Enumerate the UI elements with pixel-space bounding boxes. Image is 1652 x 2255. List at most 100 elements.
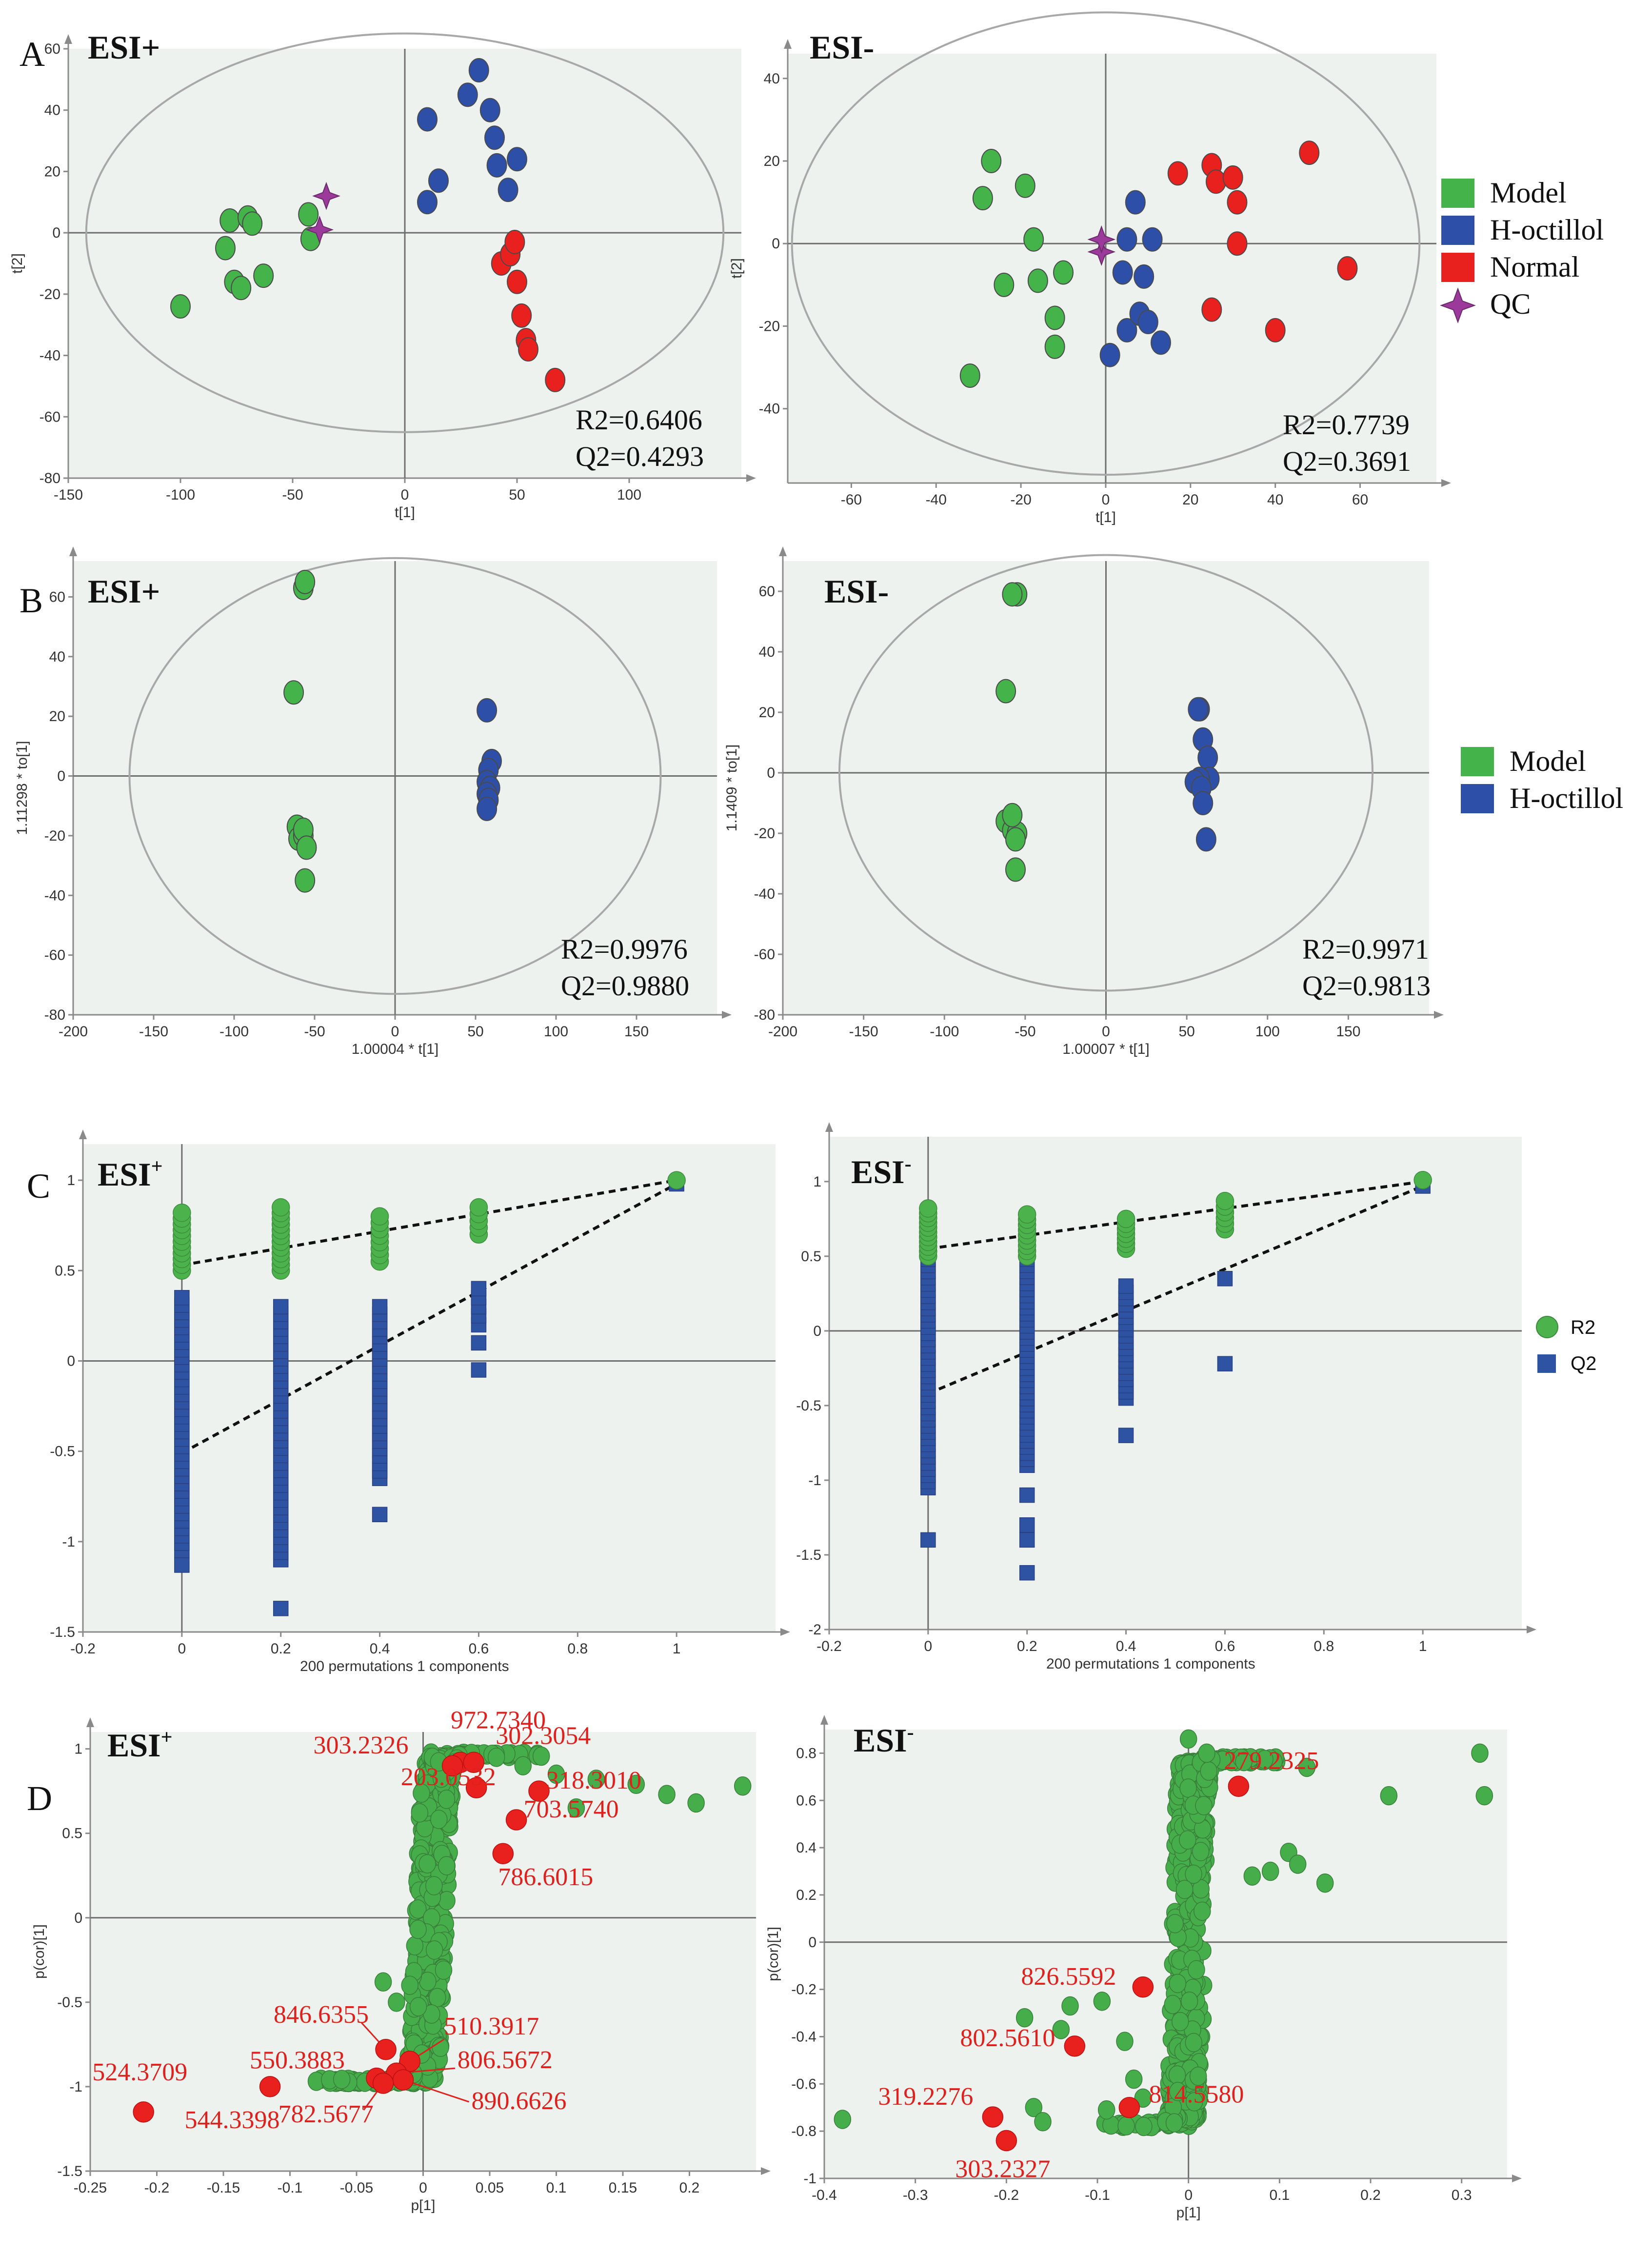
data-point-model [1023, 227, 1044, 252]
y-axis-label: p(cor)[1] [31, 1924, 47, 1979]
metabolite-label: 303.2327 [955, 2155, 1050, 2183]
legend-label: Normal [1490, 251, 1579, 283]
variable-point [1164, 1994, 1182, 2014]
variable-point [587, 1770, 605, 1789]
highlighted-metabolite [505, 1809, 527, 1831]
data-point-normal [1227, 190, 1248, 215]
data-point-h-octillol [484, 125, 505, 150]
variable-point [430, 1810, 448, 1829]
x-tick-label: -150 [54, 487, 83, 503]
variable-point [388, 1993, 405, 2012]
x-axis-label: p[1] [411, 2197, 435, 2214]
y-tick-label: -40 [44, 887, 65, 904]
variable-point [418, 1854, 436, 1873]
q2-point [273, 1601, 289, 1616]
y-tick-label: -0.2 [791, 1982, 816, 1998]
variable-point [1475, 1786, 1493, 1806]
variable-point [1243, 1866, 1261, 1886]
highlighted-metabolite [372, 2073, 394, 2094]
q2-point [174, 1557, 190, 1573]
x-axis-arrow [1512, 2174, 1522, 2182]
x-tick-label: 0 [924, 1638, 933, 1654]
stat-q2-a-neg: Q2=0.3691 [1283, 445, 1411, 477]
x-axis-arrow [1434, 1011, 1444, 1019]
y-axis-arrow [79, 1129, 87, 1139]
variable-point [409, 1997, 427, 2016]
stat-r2-b-pos: R2=0.9976 [561, 933, 688, 965]
y-tick-label: -2 [808, 1622, 821, 1638]
data-point-normal [1205, 169, 1226, 194]
q2-point [1019, 1487, 1035, 1503]
x-tick-label: 0 [1102, 1024, 1110, 1040]
variable-point [1256, 1750, 1274, 1770]
variable-point [1179, 1778, 1197, 1798]
variable-point [1034, 2112, 1052, 2132]
esi-title-b-pos: ESI+ [88, 573, 160, 610]
x-tick-label: 150 [624, 1024, 649, 1040]
variable-point [1316, 1873, 1334, 1893]
y-tick-label: 1 [813, 1174, 821, 1190]
y-axis-arrow [86, 1717, 94, 1727]
y-axis-label: t[2] [729, 258, 745, 279]
plot-b-esi-neg: -200 -150 -100 -50 0 50 100 150-80-60-40-200204… [724, 546, 1444, 1057]
x-axis-arrow [722, 1011, 732, 1019]
legend-swatch-qc [1440, 287, 1476, 323]
variable-point [1165, 2113, 1183, 2133]
x-tick-label: 0.3 [1452, 2187, 1472, 2203]
y-tick-label: -60 [40, 409, 60, 425]
variable-point [1052, 2020, 1070, 2039]
metabolite-label: 786.6015 [498, 1863, 593, 1891]
r2-point [1017, 1205, 1036, 1224]
y-tick-label: -20 [754, 825, 775, 842]
data-point-h-octillol [1116, 227, 1137, 252]
x-tick-label: 0 [391, 1024, 399, 1040]
x-axis-label: 200 permutations 1 components [1046, 1656, 1255, 1672]
y-tick-label: 40 [49, 649, 65, 665]
plot-a-esi-neg: -60 -40 -20 0 20 40 60 -40 -20 0 20 40 t[1] t[2] [729, 11, 1451, 525]
x-tick-label: -40 [926, 492, 947, 508]
regression-line [181, 1179, 677, 1267]
legend-swatch-normal [1441, 253, 1474, 282]
variable-point [1471, 1743, 1489, 1763]
r2-point [1116, 1209, 1135, 1228]
metabolite-label: 319.2276 [878, 2083, 973, 2111]
variable-point [1298, 1757, 1316, 1777]
q2-point [1118, 1278, 1134, 1294]
x-tick-label: 100 [617, 487, 641, 503]
x-tick-label: -0.15 [207, 2180, 240, 2196]
variable-point [1235, 1752, 1253, 1772]
data-point-h-octillol [1125, 190, 1146, 215]
x-tick-label: -0.1 [278, 2180, 303, 2196]
hotelling-ellipse [838, 554, 1374, 992]
stat-r2-a-pos: R2=0.6406 [576, 404, 702, 436]
legend-swatch-hoctillol [1461, 784, 1494, 813]
y-tick-label: -1 [803, 2171, 816, 2187]
stat-r2-a-neg: R2=0.7739 [1283, 409, 1410, 441]
data-point-h-octillol [1137, 310, 1158, 334]
q2-point [273, 1299, 289, 1315]
x-tick-label: -0.4 [812, 2187, 837, 2203]
data-point-model [1005, 857, 1026, 882]
legend-label: Q2 [1571, 1353, 1596, 1374]
regression-line [927, 1185, 1424, 1395]
data-point-normal [1167, 161, 1188, 186]
data-point-h-octillol [477, 796, 498, 821]
x-tick-label: 0 [419, 2180, 427, 2196]
y-tick-label: -1 [69, 2079, 82, 2095]
metabolite-label: 524.3709 [92, 2058, 187, 2086]
data-point-h-octillol [417, 190, 438, 215]
data-point-h-octillol [457, 82, 478, 107]
data-point-normal [1265, 318, 1286, 342]
q2-point [372, 1507, 388, 1523]
variable-point [547, 1764, 565, 1784]
y-axis-arrow [69, 546, 77, 556]
x-tick-label: -60 [841, 492, 862, 508]
highlighted-metabolite [1228, 1775, 1250, 1797]
r2-point [919, 1199, 937, 1218]
x-tick-label: -200 [59, 1024, 88, 1040]
hotelling-ellipse [128, 557, 662, 995]
y-tick-label: -1.5 [796, 1547, 821, 1563]
y-tick-label: 60 [44, 41, 60, 57]
qc-point [312, 181, 340, 210]
y-tick-label: 20 [44, 163, 60, 180]
